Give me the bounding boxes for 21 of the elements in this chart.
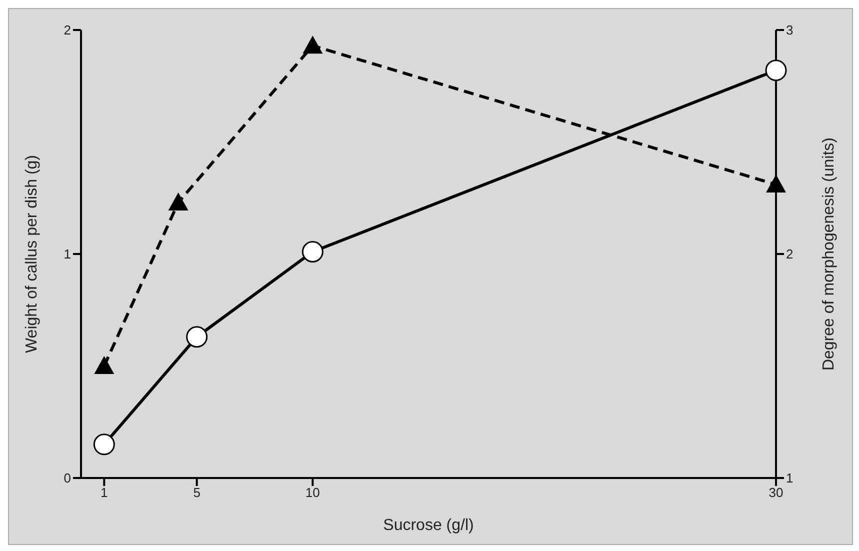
point bbox=[766, 174, 786, 193]
point bbox=[302, 36, 323, 54]
x-tick-label: 30 bbox=[768, 485, 784, 500]
y2-tick-label: 2 bbox=[786, 246, 794, 262]
x-tick-label: 5 bbox=[193, 485, 200, 500]
y2-tick-label: 1 bbox=[786, 470, 794, 486]
point bbox=[168, 192, 188, 210]
y-tick-label: 0 bbox=[64, 470, 71, 486]
y2-tick-label: 3 bbox=[786, 22, 794, 38]
x-tick-label: 1 bbox=[100, 485, 108, 500]
point bbox=[302, 241, 324, 263]
y-tick-label: 1 bbox=[64, 246, 71, 262]
point bbox=[93, 434, 115, 456]
y2-axis-title: Degree of morphogenesis (units) bbox=[820, 137, 838, 371]
point bbox=[765, 60, 787, 82]
y-tick-label: 2 bbox=[64, 22, 71, 38]
x-tick-label: 10 bbox=[305, 485, 320, 500]
y-axis-title: Weight of callus per dish (g) bbox=[24, 154, 41, 354]
point bbox=[94, 356, 114, 374]
x-axis-title: Sucrose (g/l) bbox=[383, 517, 474, 534]
point bbox=[186, 326, 208, 348]
